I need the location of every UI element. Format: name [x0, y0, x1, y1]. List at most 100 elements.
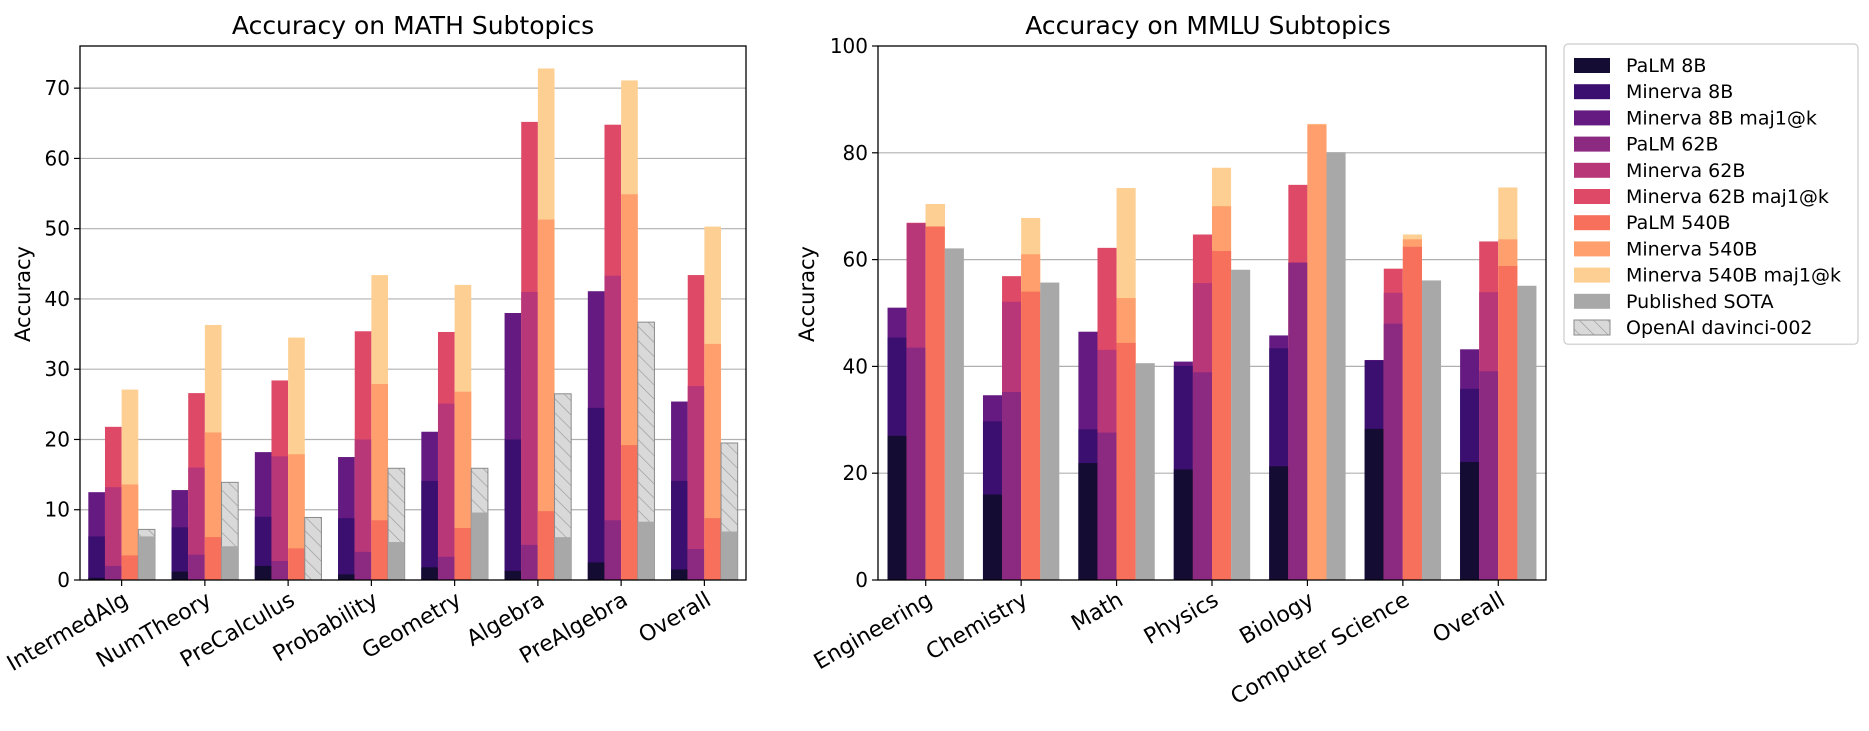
math-ytick-label: 40	[45, 287, 70, 311]
math-bar-palm-62b-geometry	[437, 556, 455, 580]
mmlu-bar-published-sota-physics	[1231, 269, 1251, 580]
legend-label-minerva-8b-maj1-at-k: Minerva 8B maj1@k	[1626, 107, 1817, 129]
mmlu-axes-frame	[877, 45, 1547, 581]
mmlu-ytick-label: 40	[843, 354, 868, 378]
mmlu-bar-palm-8b-chemistry	[982, 494, 1003, 580]
math-bar-palm-62b-prealgebra	[604, 520, 622, 580]
legend-swatch-palm-8b	[1574, 58, 1610, 73]
math-bar-palm-8b-numtheory	[171, 571, 189, 580]
legend-label-minerva-8b: Minerva 8B	[1626, 81, 1733, 103]
mmlu-bar-palm-62b-math	[1097, 432, 1117, 580]
mmlu-bar-palm-540b-computer-science	[1402, 246, 1422, 580]
mmlu-category-label-overall: Overall	[1429, 588, 1510, 649]
math-bar-palm-62b-overall	[687, 549, 705, 580]
math-bar-published-sota-prealgebra	[637, 521, 655, 580]
math-bar-palm-8b-geometry	[421, 567, 438, 580]
legend-label-palm-540b: PaLM 540B	[1626, 212, 1731, 234]
math-bar-minerva-8b-precalculus	[254, 516, 272, 580]
math-bar-published-sota-intermedalg	[138, 536, 155, 580]
math-bar-published-sota-overall	[721, 531, 738, 580]
math-bar-palm-8b-intermedalg	[88, 577, 105, 580]
mmlu-bar-published-sota-computer-science	[1421, 280, 1442, 580]
math-ytick-label: 0	[57, 568, 70, 592]
legend: PaLM 8B Minerva 8B Minerva 8B maj1@k PaLM 6…	[1563, 43, 1859, 345]
math-bar-minerva-62b-overall	[687, 386, 705, 580]
math-bar-minerva-8b-geometry	[421, 480, 438, 580]
mmlu-bar-palm-540b-physics	[1212, 251, 1232, 580]
math-bar-minerva-62b-numtheory	[188, 467, 205, 580]
mmlu-category-label-biology: Biology	[1236, 588, 1319, 650]
legend-swatch-minerva-8b-maj1-at-k	[1574, 110, 1610, 126]
mmlu-bar-palm-62b-physics	[1192, 372, 1212, 580]
mmlu-bar-palm-62b-chemistry	[1002, 392, 1022, 580]
legend-frame	[1563, 43, 1859, 345]
mmlu-ytick-label: 20	[843, 461, 868, 485]
legend-swatch-minerva-62b	[1574, 162, 1610, 178]
mmlu-bar-published-sota-biology	[1326, 152, 1346, 581]
math-bar-minerva-8b-intermedalg	[88, 536, 105, 580]
math-category-label-overall: Overall	[635, 588, 716, 649]
mmlu-bar-palm-8b-overall	[1460, 461, 1480, 580]
math-bar-minerva-62b-prealgebra	[604, 275, 622, 580]
mmlu-category-label-engineering: Engineering	[810, 588, 937, 676]
math-subtopics-chart: 010203040506070IntermedAlgNumTheoryPreCa…	[3, 45, 747, 677]
mmlu-chart-title: Accuracy on MMLU Subtopics	[1025, 11, 1391, 40]
mmlu-bar-published-sota-overall	[1517, 285, 1537, 580]
legend-swatch-minerva-62b-maj1-at-k	[1574, 189, 1610, 204]
legend-label-minerva-62b: Minerva 62B	[1626, 160, 1745, 182]
math-bar-palm-8b-precalculus	[254, 565, 272, 580]
math-bar-published-sota-geometry	[471, 512, 488, 580]
mmlu-bar-palm-8b-computer-science	[1364, 428, 1384, 580]
mmlu-bar-palm-8b-math	[1078, 463, 1098, 580]
math-bar-palm-540b-overall	[704, 518, 722, 580]
math-bar-palm-540b-geometry	[454, 528, 472, 580]
legend-swatch-palm-540b	[1574, 215, 1610, 231]
legend-label-palm-8b: PaLM 8B	[1626, 55, 1706, 77]
legend-swatch-palm-62b	[1574, 136, 1610, 152]
math-bar-palm-540b-numtheory	[204, 537, 222, 580]
legend-label-minerva-62b-maj1-at-k: Minerva 62B maj1@k	[1626, 186, 1829, 208]
math-bar-palm-8b-algebra	[504, 570, 522, 580]
math-bar-minerva-8b-numtheory	[171, 527, 189, 580]
mmlu-bar-palm-540b-math	[1116, 342, 1136, 580]
math-bar-minerva-62b-probability	[354, 439, 372, 580]
math-ytick-label: 20	[45, 427, 70, 451]
math-bar-palm-8b-overall	[671, 569, 688, 580]
math-bar-minerva-8b-prealgebra	[587, 407, 605, 580]
mmlu-bar-palm-62b-biology	[1288, 262, 1308, 580]
math-ytick-label: 50	[45, 217, 70, 241]
math-bar-palm-62b-probability	[354, 551, 372, 580]
mmlu-bar-published-sota-math	[1135, 363, 1155, 580]
legend-label-palm-62b: PaLM 62B	[1626, 134, 1718, 156]
mmlu-bar-palm-62b-overall	[1479, 371, 1499, 580]
mmlu-chart-ylabel: Accuracy	[795, 246, 819, 342]
math-bar-minerva-62b-geometry	[437, 403, 455, 580]
math-bar-minerva-62b-algebra	[521, 291, 538, 580]
mmlu-category-label-math: Math	[1067, 588, 1127, 637]
math-bar-palm-540b-algebra	[537, 511, 555, 580]
legend-label-minerva-540b-maj1-at-k: Minerva 540B maj1@k	[1626, 265, 1841, 287]
math-ytick-label: 70	[45, 76, 70, 100]
math-bar-palm-540b-prealgebra	[621, 445, 638, 580]
math-bar-minerva-8b-overall	[671, 480, 688, 580]
mmlu-category-label-physics: Physics	[1140, 588, 1223, 650]
mmlu-bar-palm-540b-engineering	[925, 226, 945, 580]
math-axes-frame	[79, 45, 747, 581]
mmlu-ytick-label: 60	[843, 248, 868, 272]
mmlu-category-label-computer-science: Computer Science	[1227, 588, 1414, 710]
mmlu-bar-palm-540b-overall	[1498, 266, 1518, 580]
math-bar-minerva-8b-algebra	[504, 439, 522, 580]
math-bar-openai-davinci-002-precalculus	[304, 516, 322, 581]
math-bar-minerva-62b-precalculus	[271, 456, 289, 580]
math-bar-minerva-8b-probability	[338, 518, 355, 580]
math-ytick-label: 30	[45, 357, 70, 381]
mmlu-bar-palm-62b-engineering	[906, 347, 926, 580]
mmlu-bar-palm-540b-chemistry	[1021, 291, 1041, 580]
math-bar-palm-540b-precalculus	[288, 548, 305, 580]
mmlu-category-label-chemistry: Chemistry	[922, 588, 1032, 666]
math-chart-ylabel: Accuracy	[11, 246, 35, 342]
math-ytick-label: 10	[45, 498, 70, 522]
math-bar-published-sota-numtheory	[221, 546, 239, 580]
